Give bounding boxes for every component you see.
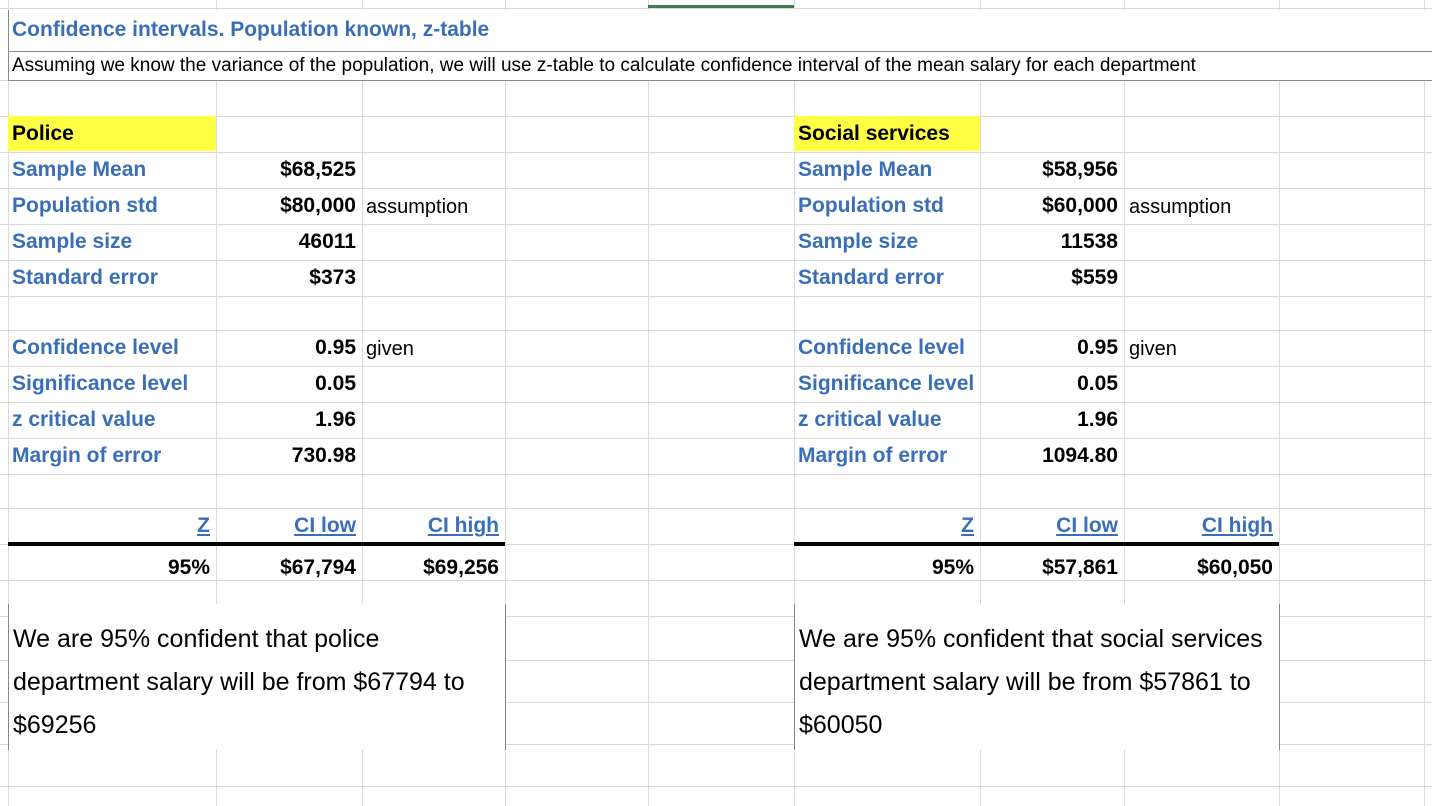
police-heading[interactable]: Police	[12, 122, 74, 145]
social-value-sample-mean[interactable]: $58,956	[1042, 158, 1118, 181]
social-ci-high[interactable]: $60,050	[1197, 556, 1273, 579]
police-ci-rule	[8, 542, 505, 546]
social-heading[interactable]: Social services	[798, 122, 950, 145]
social-label-margin-of-error[interactable]: Margin of error	[798, 444, 948, 467]
police-heading-highlight	[8, 116, 216, 151]
page-subtitle: Assuming we know the variance of the pop…	[12, 55, 1196, 76]
social-label-confidence-level[interactable]: Confidence level	[798, 336, 965, 359]
social-value-z-critical[interactable]: 1.96	[1077, 408, 1118, 431]
police-value-standard-error[interactable]: $373	[309, 266, 356, 289]
social-note-assumption[interactable]: assumption	[1129, 196, 1232, 218]
police-ci-header-high[interactable]: CI high	[427, 514, 499, 537]
police-label-z-critical[interactable]: z critical value	[12, 408, 156, 431]
police-label-sample-mean[interactable]: Sample Mean	[12, 158, 147, 181]
police-label-confidence-level[interactable]: Confidence level	[12, 336, 179, 359]
social-ci-low[interactable]: $57,861	[1042, 556, 1118, 579]
police-value-sample-size[interactable]: 46011	[298, 230, 356, 253]
police-ci-high[interactable]: $69,256	[423, 556, 499, 579]
police-value-z-critical[interactable]: 1.96	[315, 408, 356, 431]
police-label-standard-error[interactable]: Standard error	[12, 266, 158, 289]
police-label-significance-level[interactable]: Significance level	[12, 372, 189, 395]
police-label-population-std[interactable]: Population std	[12, 194, 158, 217]
social-value-sample-size[interactable]: 11538	[1060, 230, 1118, 253]
police-note-given[interactable]: given	[366, 338, 414, 360]
page-title: Confidence intervals. Population known, …	[12, 18, 490, 41]
social-label-sample-size[interactable]: Sample size	[798, 230, 919, 253]
police-ci-header-z[interactable]: Z	[197, 514, 210, 537]
social-value-confidence-level[interactable]: 0.95	[1077, 336, 1118, 359]
social-conclusion-text: We are 95% confident that social service…	[799, 625, 1263, 739]
police-label-sample-size[interactable]: Sample size	[12, 230, 133, 253]
social-ci-z[interactable]: 95%	[931, 556, 974, 579]
social-heading-highlight	[794, 116, 980, 151]
police-ci-header-low[interactable]: CI low	[294, 514, 356, 537]
social-label-z-critical[interactable]: z critical value	[798, 408, 942, 431]
police-ci-z[interactable]: 95%	[167, 556, 210, 579]
social-value-population-std[interactable]: $60,000	[1042, 194, 1118, 217]
social-value-significance-level[interactable]: 0.05	[1077, 372, 1118, 395]
selected-column-indicator	[648, 5, 794, 8]
social-ci-header-low[interactable]: CI low	[1056, 514, 1118, 537]
social-value-standard-error[interactable]: $559	[1071, 266, 1118, 289]
social-label-standard-error[interactable]: Standard error	[798, 266, 944, 289]
police-conclusion-textbox[interactable]: We are 95% confident that police departm…	[8, 604, 506, 750]
police-value-confidence-level[interactable]: 0.95	[315, 336, 356, 359]
police-conclusion-text: We are 95% confident that police departm…	[13, 625, 465, 739]
police-value-population-std[interactable]: $80,000	[280, 194, 356, 217]
police-label-margin-of-error[interactable]: Margin of error	[12, 444, 162, 467]
social-conclusion-textbox[interactable]: We are 95% confident that social service…	[794, 604, 1280, 750]
police-value-margin-of-error[interactable]: 730.98	[291, 444, 356, 467]
social-value-margin-of-error[interactable]: 1094.80	[1042, 444, 1118, 467]
social-ci-rule	[794, 542, 1279, 546]
social-note-given[interactable]: given	[1129, 338, 1177, 360]
police-ci-low[interactable]: $67,794	[280, 556, 356, 579]
social-label-significance-level[interactable]: Significance level	[798, 372, 975, 395]
social-ci-header-z[interactable]: Z	[961, 514, 974, 537]
social-label-sample-mean[interactable]: Sample Mean	[798, 158, 933, 181]
police-note-assumption[interactable]: assumption	[366, 196, 469, 218]
social-label-population-std[interactable]: Population std	[798, 194, 944, 217]
police-value-sample-mean[interactable]: $68,525	[280, 158, 356, 181]
title-textbox[interactable]	[8, 10, 1432, 81]
police-value-significance-level[interactable]: 0.05	[315, 372, 356, 395]
social-ci-header-high[interactable]: CI high	[1201, 514, 1273, 537]
